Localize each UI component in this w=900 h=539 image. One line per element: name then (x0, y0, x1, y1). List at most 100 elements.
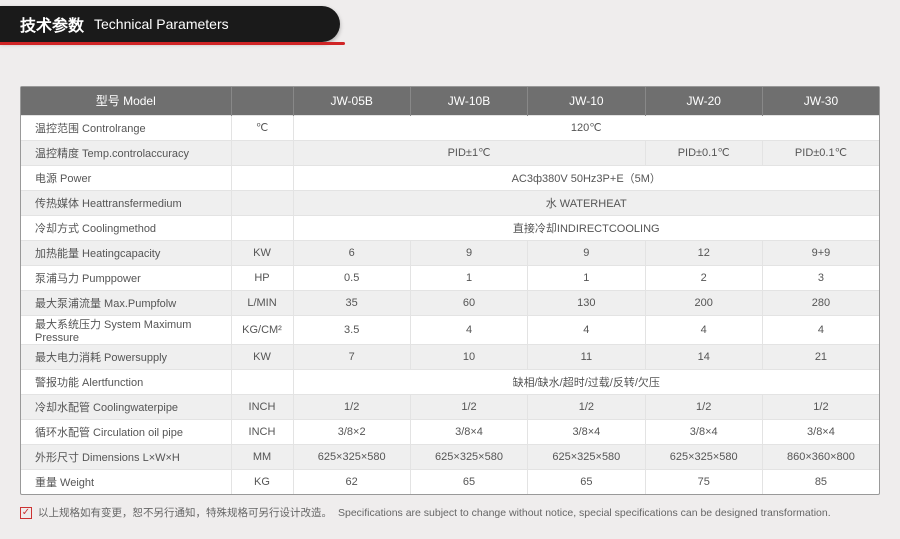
cell-unit: KG (231, 469, 293, 494)
cell-unit (231, 140, 293, 165)
table-row: 冷却水配管 CoolingwaterpipeINCH1/21/21/21/21/… (21, 394, 879, 419)
cell-value-span: 120℃ (293, 115, 879, 140)
accent-underline (0, 42, 345, 45)
col-header-m3: JW-10 (528, 87, 645, 115)
header-title-cn: 技术参数 (20, 12, 84, 36)
footnote: ✓ 以上规格如有变更，恕不另行通知，特殊规格可另行设计改造。 Specifica… (20, 505, 880, 520)
cell-value: 280 (762, 290, 879, 315)
cell-param: 最大泵浦流量 Max.Pumpfolw (21, 290, 231, 315)
header-title-en: Technical Parameters (94, 16, 229, 32)
cell-param: 最大电力消耗 Powersupply (21, 344, 231, 369)
table-row: 温控范围 Controlrange℃120℃ (21, 115, 879, 140)
cell-value-span: 缺相/缺水/超时/过载/反转/欠压 (293, 369, 879, 394)
col-header-unit (231, 87, 293, 115)
cell-value: 14 (645, 344, 762, 369)
table-row: 循环水配管 Circulation oil pipeINCH3/8×23/8×4… (21, 419, 879, 444)
table-row: 传热媒体 Heattransfermedium 水 WATERHEAT (21, 190, 879, 215)
cell-param: 电源 Power (21, 165, 231, 190)
cell-value: 3/8×4 (762, 419, 879, 444)
col-header-param: 型号 Model (21, 87, 231, 115)
cell-value: 9+9 (762, 240, 879, 265)
cell-value: 1/2 (293, 394, 410, 419)
cell-param: 重量 Weight (21, 469, 231, 494)
col-header-m2: JW-10B (410, 87, 527, 115)
cell-value: 11 (528, 344, 645, 369)
header-band: 技术参数 Technical Parameters (0, 0, 900, 46)
cell-value: 3/8×2 (293, 419, 410, 444)
cell-value: 2 (645, 265, 762, 290)
cell-param: 加热能量 Heatingcapacity (21, 240, 231, 265)
cell-value: 4 (645, 315, 762, 344)
cell-unit: INCH (231, 394, 293, 419)
table-row: 加热能量 HeatingcapacityKW699129+9 (21, 240, 879, 265)
cell-value: 4 (528, 315, 645, 344)
cell-value: 625×325×580 (410, 444, 527, 469)
cell-value: 3/8×4 (528, 419, 645, 444)
cell-value: 12 (645, 240, 762, 265)
col-header-m5: JW-30 (762, 87, 879, 115)
table-row: 泵浦马力 PumppowerHP0.51123 (21, 265, 879, 290)
cell-param: 传热媒体 Heattransfermedium (21, 190, 231, 215)
cell-param: 最大系统压力 System Maximum Pressure (21, 315, 231, 344)
cell-value: 4 (410, 315, 527, 344)
table-row: 最大泵浦流量 Max.PumpfolwL/MIN3560130200280 (21, 290, 879, 315)
cell-value: 1/2 (410, 394, 527, 419)
table-row: 最大电力消耗 PowersupplyKW710111421 (21, 344, 879, 369)
table-row: 电源 PowerAC3ф380V 50Hz3P+E（5M） (21, 165, 879, 190)
cell-unit: KG/CM² (231, 315, 293, 344)
cell-value: 1/2 (645, 394, 762, 419)
cell-param: 外形尺寸 Dimensions L×W×H (21, 444, 231, 469)
cell-value: 3/8×4 (410, 419, 527, 444)
cell-value: 65 (528, 469, 645, 494)
cell-value: 9 (528, 240, 645, 265)
table-row: 最大系统压力 System Maximum PressureKG/CM²3.54… (21, 315, 879, 344)
cell-unit: HP (231, 265, 293, 290)
table-row: 警报功能 Alertfunction 缺相/缺水/超时/过载/反转/欠压 (21, 369, 879, 394)
cell-value: 60 (410, 290, 527, 315)
cell-unit: MM (231, 444, 293, 469)
cell-param: 温控范围 Controlrange (21, 115, 231, 140)
cell-value: 200 (645, 290, 762, 315)
cell-value: 625×325×580 (645, 444, 762, 469)
footnote-en: Specifications are subject to change wit… (338, 507, 831, 519)
spec-table-container: 型号 Model JW-05B JW-10B JW-10 JW-20 JW-30… (20, 86, 880, 495)
cell-param: 温控精度 Temp.controlaccuracy (21, 140, 231, 165)
table-row: 重量 WeightKG6265657585 (21, 469, 879, 494)
footnote-cn: 以上规格如有变更，恕不另行通知，特殊规格可另行设计改造。 (38, 505, 332, 520)
cell-value-span: 直接冷却INDIRECTCOOLING (293, 215, 879, 240)
cell-value: 130 (528, 290, 645, 315)
table-row: 外形尺寸 Dimensions L×W×HMM625×325×580625×32… (21, 444, 879, 469)
col-header-m1: JW-05B (293, 87, 410, 115)
cell-value: 4 (762, 315, 879, 344)
cell-value-span: PID±1℃ (293, 140, 645, 165)
cell-unit (231, 369, 293, 394)
spec-table: 型号 Model JW-05B JW-10B JW-10 JW-20 JW-30… (21, 87, 879, 494)
table-header-row: 型号 Model JW-05B JW-10B JW-10 JW-20 JW-30 (21, 87, 879, 115)
cell-value: 9 (410, 240, 527, 265)
cell-value: 75 (645, 469, 762, 494)
cell-value: 860×360×800 (762, 444, 879, 469)
cell-value: 35 (293, 290, 410, 315)
cell-unit: KW (231, 240, 293, 265)
cell-value: 85 (762, 469, 879, 494)
cell-unit: KW (231, 344, 293, 369)
cell-param: 警报功能 Alertfunction (21, 369, 231, 394)
cell-unit: ℃ (231, 115, 293, 140)
cell-value: PID±0.1℃ (645, 140, 762, 165)
check-icon: ✓ (20, 507, 32, 519)
cell-value: 21 (762, 344, 879, 369)
table-body: 温控范围 Controlrange℃120℃温控精度 Temp.controla… (21, 115, 879, 494)
cell-value: PID±0.1℃ (762, 140, 879, 165)
cell-value: 62 (293, 469, 410, 494)
cell-value: 1 (528, 265, 645, 290)
cell-value: 3 (762, 265, 879, 290)
cell-unit (231, 215, 293, 240)
cell-value-span: 水 WATERHEAT (293, 190, 879, 215)
cell-value: 1/2 (762, 394, 879, 419)
cell-value: 6 (293, 240, 410, 265)
cell-value: 625×325×580 (293, 444, 410, 469)
cell-unit: INCH (231, 419, 293, 444)
col-header-m4: JW-20 (645, 87, 762, 115)
cell-value: 1/2 (528, 394, 645, 419)
cell-value: 3.5 (293, 315, 410, 344)
